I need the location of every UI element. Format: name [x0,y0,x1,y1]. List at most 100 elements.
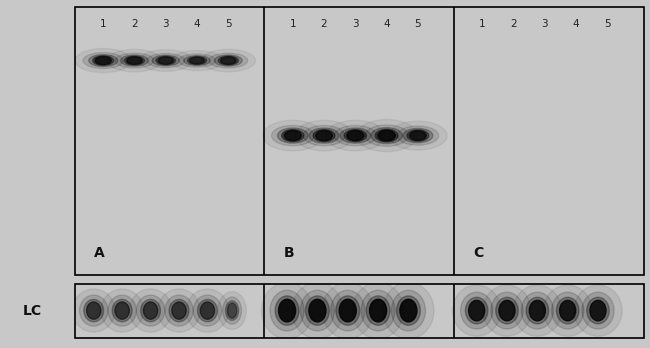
Ellipse shape [158,57,174,64]
Ellipse shape [491,292,523,329]
Ellipse shape [179,54,216,67]
Ellipse shape [222,297,242,324]
Ellipse shape [309,299,326,322]
Ellipse shape [389,121,447,150]
Ellipse shape [115,53,154,68]
Ellipse shape [263,120,322,151]
Ellipse shape [79,295,108,326]
Ellipse shape [465,297,488,324]
Text: 3: 3 [162,19,169,29]
Ellipse shape [397,126,439,145]
Ellipse shape [366,296,390,325]
Ellipse shape [171,50,223,71]
Ellipse shape [190,57,204,64]
Text: 2: 2 [510,19,517,29]
Ellipse shape [356,119,417,152]
Ellipse shape [152,55,179,66]
Text: C: C [473,246,483,260]
Ellipse shape [184,56,211,65]
Ellipse shape [560,300,576,321]
Ellipse shape [590,300,606,321]
Ellipse shape [214,55,242,66]
Ellipse shape [124,56,144,65]
Ellipse shape [300,290,335,331]
Ellipse shape [469,300,485,321]
Text: 5: 5 [604,19,611,29]
Ellipse shape [326,120,385,151]
Ellipse shape [552,292,584,329]
Ellipse shape [407,130,429,141]
Ellipse shape [108,295,136,326]
Ellipse shape [139,50,192,71]
Ellipse shape [84,299,103,322]
Ellipse shape [112,299,132,322]
Ellipse shape [88,55,118,66]
Text: 3: 3 [541,19,548,29]
Ellipse shape [101,289,144,332]
Ellipse shape [129,289,172,332]
Ellipse shape [279,299,296,322]
Text: 2: 2 [320,19,328,29]
Ellipse shape [529,300,545,321]
Ellipse shape [75,48,131,73]
Ellipse shape [136,295,165,326]
Ellipse shape [306,296,330,325]
Text: 4: 4 [194,19,200,29]
Ellipse shape [370,299,387,322]
Ellipse shape [227,303,237,318]
Ellipse shape [281,129,304,142]
Ellipse shape [201,49,255,72]
Ellipse shape [334,125,376,146]
Text: 2: 2 [131,19,138,29]
Ellipse shape [200,302,214,319]
Ellipse shape [403,128,433,143]
Ellipse shape [284,130,302,141]
Ellipse shape [83,53,124,69]
Ellipse shape [383,282,434,339]
Ellipse shape [336,296,359,325]
Ellipse shape [582,292,614,329]
Ellipse shape [275,296,299,325]
Ellipse shape [499,300,515,321]
Ellipse shape [198,299,217,322]
Text: 1: 1 [289,19,296,29]
Ellipse shape [165,295,193,326]
Text: 4: 4 [573,19,580,29]
Ellipse shape [513,285,562,336]
Ellipse shape [396,296,421,325]
Ellipse shape [172,302,186,319]
Ellipse shape [361,290,395,331]
Ellipse shape [339,299,356,322]
Ellipse shape [496,297,518,324]
Ellipse shape [391,290,426,331]
Ellipse shape [331,290,365,331]
Text: 4: 4 [384,19,390,29]
Ellipse shape [144,302,158,319]
Ellipse shape [371,127,402,144]
Text: B: B [283,246,294,260]
Ellipse shape [292,282,343,339]
Ellipse shape [127,57,142,64]
Ellipse shape [378,130,395,141]
Ellipse shape [169,299,189,322]
Ellipse shape [322,282,373,339]
Ellipse shape [193,295,222,326]
Text: LC: LC [23,303,42,318]
Ellipse shape [218,56,239,65]
Ellipse shape [340,128,370,143]
Text: 5: 5 [415,19,421,29]
Ellipse shape [295,120,353,151]
Ellipse shape [95,56,111,65]
Ellipse shape [316,130,332,141]
Ellipse shape [93,56,114,65]
Ellipse shape [147,53,185,68]
Ellipse shape [209,53,248,68]
Text: 1: 1 [479,19,486,29]
Ellipse shape [86,302,101,319]
Ellipse shape [270,290,304,331]
Ellipse shape [410,131,426,140]
Ellipse shape [347,130,364,141]
Ellipse shape [220,57,236,64]
Text: A: A [94,246,105,260]
Ellipse shape [365,125,408,146]
